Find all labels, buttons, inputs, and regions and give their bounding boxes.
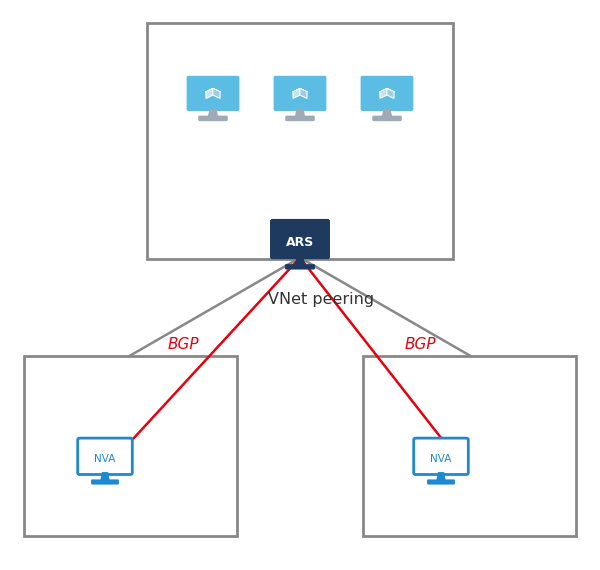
Polygon shape (296, 109, 304, 117)
FancyBboxPatch shape (427, 479, 455, 484)
FancyBboxPatch shape (414, 438, 468, 474)
Polygon shape (300, 88, 307, 98)
FancyBboxPatch shape (77, 438, 132, 474)
Polygon shape (293, 88, 300, 98)
FancyBboxPatch shape (270, 219, 330, 259)
Polygon shape (380, 88, 394, 95)
FancyBboxPatch shape (361, 76, 413, 111)
Polygon shape (296, 257, 304, 265)
FancyBboxPatch shape (187, 76, 239, 111)
Polygon shape (206, 88, 213, 98)
FancyBboxPatch shape (363, 356, 576, 536)
Text: BGP: BGP (404, 337, 436, 352)
Polygon shape (206, 88, 220, 95)
Polygon shape (383, 109, 391, 117)
FancyBboxPatch shape (24, 356, 237, 536)
FancyBboxPatch shape (285, 116, 315, 121)
FancyBboxPatch shape (285, 264, 315, 270)
Text: ARS: ARS (286, 236, 314, 249)
Text: NVA: NVA (94, 454, 116, 463)
FancyBboxPatch shape (372, 116, 402, 121)
Polygon shape (209, 109, 217, 117)
FancyBboxPatch shape (198, 116, 228, 121)
Polygon shape (101, 473, 109, 481)
Polygon shape (437, 473, 445, 481)
Polygon shape (380, 88, 387, 98)
Polygon shape (387, 88, 394, 98)
Text: VNet peering: VNet peering (268, 292, 374, 307)
Text: NVA: NVA (430, 454, 452, 463)
Text: BGP: BGP (167, 337, 199, 352)
Polygon shape (213, 88, 220, 98)
FancyBboxPatch shape (91, 479, 119, 484)
FancyBboxPatch shape (274, 76, 326, 111)
Polygon shape (293, 88, 307, 95)
FancyBboxPatch shape (147, 23, 453, 259)
